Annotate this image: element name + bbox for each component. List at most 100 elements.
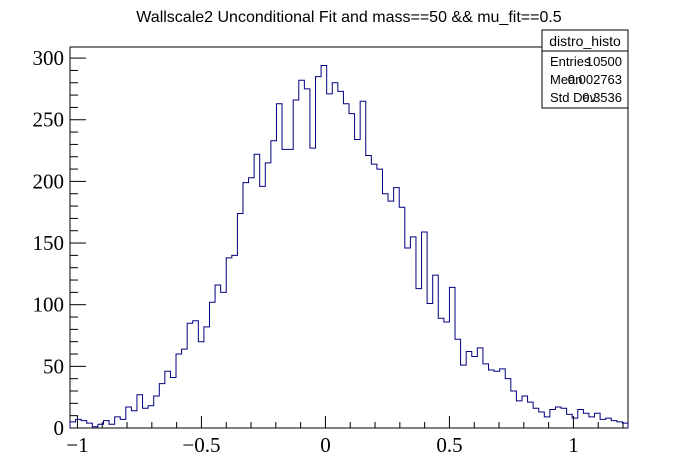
- histogram-bin: [489, 370, 495, 428]
- histogram-bin: [165, 371, 171, 428]
- histogram-bin: [405, 248, 411, 428]
- histogram-bin: [394, 188, 400, 428]
- histogram-bin: [366, 156, 372, 428]
- histogram-bin: [109, 424, 115, 428]
- histogram-bins: [70, 65, 628, 428]
- histogram-bin: [271, 141, 277, 428]
- histogram-bin: [544, 417, 550, 428]
- histogram-bin: [103, 421, 109, 428]
- stats-box: distro_histo Entries 10500 Mean 0.002763…: [541, 29, 629, 109]
- y-tick-label: 0: [54, 416, 65, 440]
- histogram-bin: [187, 323, 193, 428]
- histogram-bin: [198, 342, 204, 428]
- histogram-bin: [472, 356, 478, 428]
- histogram-bin: [276, 104, 282, 428]
- histogram-bin: [622, 423, 628, 428]
- plot-frame: [69, 46, 629, 429]
- histogram-bin: [444, 322, 450, 428]
- histogram-bin: [343, 104, 349, 428]
- histogram-bin: [388, 201, 394, 428]
- y-tick-label: 200: [33, 169, 65, 193]
- histogram-bin: [455, 339, 461, 428]
- x-tick-label: −0.5: [182, 433, 220, 457]
- histogram-bin: [232, 255, 238, 428]
- stats-label-mean: Mean: [550, 72, 583, 87]
- histogram-bin: [427, 303, 433, 428]
- histogram-bin: [76, 419, 82, 428]
- histogram-bin: [572, 418, 578, 428]
- histogram-bin: [115, 417, 121, 428]
- histogram-bin: [131, 411, 137, 428]
- y-tick-label: 300: [33, 46, 65, 70]
- histogram-bin: [159, 384, 165, 428]
- histogram-bin: [210, 302, 216, 428]
- histogram-bin: [505, 379, 511, 428]
- histogram-bin: [237, 213, 243, 428]
- histogram-bin: [522, 396, 528, 428]
- histogram-bin: [182, 349, 188, 428]
- histogram-bin: [204, 327, 210, 428]
- histogram-bin: [438, 318, 444, 428]
- histogram-bin: [449, 287, 455, 428]
- histogram-bin: [583, 413, 589, 428]
- y-tick-label: 100: [33, 293, 65, 317]
- histogram-bin: [81, 421, 87, 428]
- histogram-bin: [120, 419, 126, 428]
- histogram-bin: [461, 365, 467, 428]
- histogram-bin: [148, 406, 154, 428]
- histogram-bin: [550, 410, 556, 428]
- histogram-bin: [422, 232, 428, 428]
- stats-value-mean: 0.002763: [568, 72, 622, 87]
- histogram-bin: [516, 401, 522, 428]
- histogram-bin: [382, 194, 388, 428]
- histogram-bin: [316, 77, 322, 428]
- stats-label-entries: Entries: [550, 54, 591, 69]
- histogram-bin: [561, 408, 567, 428]
- histogram-bin: [338, 91, 344, 428]
- histogram-bin: [282, 149, 288, 428]
- histogram-bin: [265, 163, 271, 428]
- histogram-bin: [332, 83, 338, 428]
- histogram-bin: [221, 292, 227, 428]
- chart-title: Wallscale2 Unconditional Fit and mass==5…: [136, 9, 562, 26]
- histogram-bin: [304, 89, 310, 428]
- histogram-bin: [349, 114, 355, 428]
- histogram-bin: [310, 148, 316, 428]
- histogram-bin: [371, 164, 377, 428]
- histogram-bin: [477, 348, 483, 428]
- histogram-bin: [578, 410, 584, 428]
- histogram-bin: [70, 422, 76, 428]
- y-tick-label: 50: [43, 354, 64, 378]
- histogram-bin: [288, 149, 294, 428]
- histogram-bin: [137, 395, 143, 428]
- histogram-bin: [567, 414, 573, 428]
- stats-box-frame: [541, 29, 629, 109]
- stats-box-title: distro_histo: [549, 33, 621, 49]
- histogram-bin: [533, 408, 539, 428]
- histogram-bin: [92, 427, 98, 428]
- histogram-bin: [355, 139, 361, 428]
- histogram-bin: [249, 178, 255, 428]
- histogram-bin: [321, 65, 327, 428]
- histogram-bin: [539, 412, 545, 428]
- histogram-bin: [555, 407, 561, 428]
- histogram-bin: [327, 94, 333, 428]
- histogram-bin: [617, 422, 623, 428]
- histogram-bin: [416, 289, 422, 428]
- histogram-bin: [511, 391, 517, 428]
- x-tick-label: 0.5: [436, 433, 462, 457]
- histogram-bin: [193, 321, 199, 428]
- x-tick-label: 0: [320, 433, 331, 457]
- histogram-bin: [360, 101, 366, 428]
- y-tick-label: 150: [33, 231, 65, 255]
- histogram-bin: [377, 169, 383, 428]
- histogram-bin: [528, 402, 534, 428]
- histogram-bin: [600, 419, 606, 428]
- histogram-bin: [215, 285, 221, 428]
- histogram-bin: [433, 275, 439, 428]
- stats-value-std-dev: 0.3536: [582, 90, 622, 105]
- histogram-bin: [589, 417, 595, 428]
- histogram-bin: [176, 354, 182, 428]
- y-tick-label: 250: [33, 108, 65, 132]
